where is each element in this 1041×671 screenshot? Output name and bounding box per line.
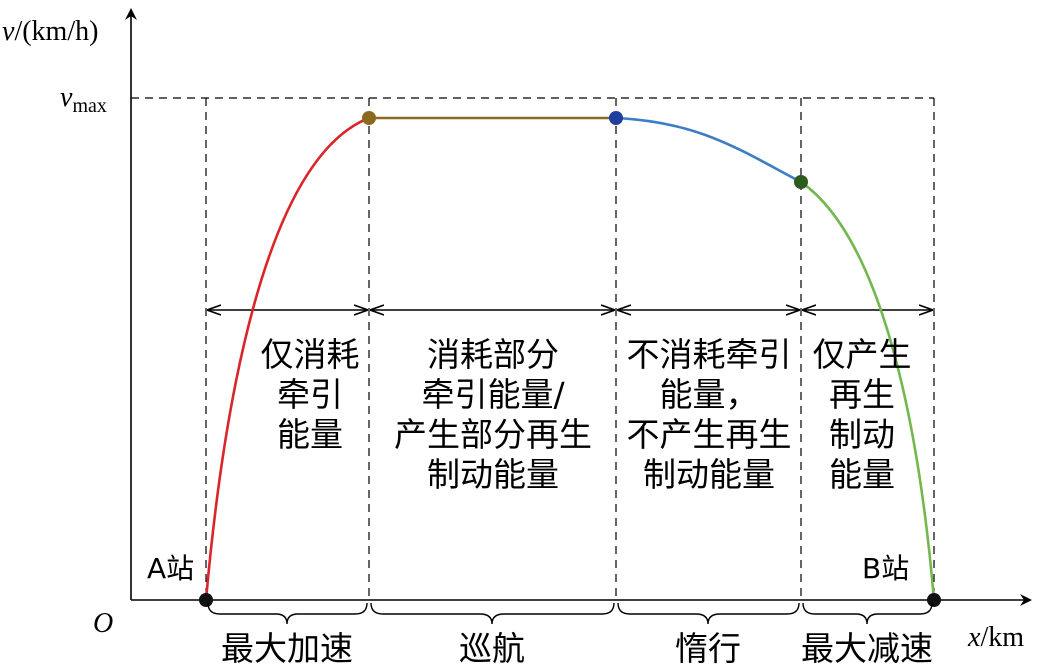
region-2-text: 消耗部分 牵引能量/ 产生部分再生 制动能量 [394,335,592,494]
svg-text:能量，: 能量， [660,375,759,414]
svg-text:制动能量: 制动能量 [643,455,775,494]
decel-start-point [794,175,808,189]
phase-label-coast: 惰行 [675,629,741,668]
svg-text:能量: 能量 [277,415,343,454]
deceleration-curve [800,180,936,601]
brace-3 [617,602,800,625]
svg-text:消耗部分: 消耗部分 [427,335,559,374]
brace-1 [207,602,368,625]
start-point [199,593,213,607]
origin-label: O [93,608,113,639]
coasting-curve [615,116,802,184]
x-axis-label: x/km [967,622,1024,653]
svg-text:不消耗牵引: 不消耗牵引 [627,335,792,374]
brace-4 [802,602,933,625]
phase-label-decelerate: 最大减速 [801,629,933,668]
cruise-start-point [362,111,376,125]
svg-text:仅产生: 仅产生 [813,335,912,374]
svg-text:牵引能量/: 牵引能量/ [421,375,565,414]
svg-text:不产生再生: 不产生再生 [627,415,792,454]
brace-2 [370,602,615,625]
phase-label-accelerate: 最大加速 [221,629,353,668]
end-point [927,593,941,607]
svg-text:能量: 能量 [829,455,895,494]
svg-text:制动能量: 制动能量 [427,455,559,494]
region-3-text: 不消耗牵引 能量， 不产生再生 制动能量 [627,335,792,494]
svg-text:制动: 制动 [829,415,895,454]
svg-text:产生部分再生: 产生部分再生 [394,415,592,454]
phase-label-cruise: 巡航 [459,629,525,668]
region-4-text: 仅产生 再生 制动 能量 [813,335,912,494]
coast-start-point [609,111,623,125]
station-a-label: A站 [147,552,194,585]
svg-text:仅消耗: 仅消耗 [261,335,360,374]
region-1-text: 仅消耗 牵引 能量 [261,335,360,454]
acceleration-curve [204,116,370,601]
y-axis-label: v/(km/h) [2,16,98,47]
station-b-label: B站 [862,552,909,585]
svg-text:牵引: 牵引 [277,375,343,414]
svg-text:再生: 再生 [829,375,895,414]
vmax-label: vmax [60,82,107,117]
